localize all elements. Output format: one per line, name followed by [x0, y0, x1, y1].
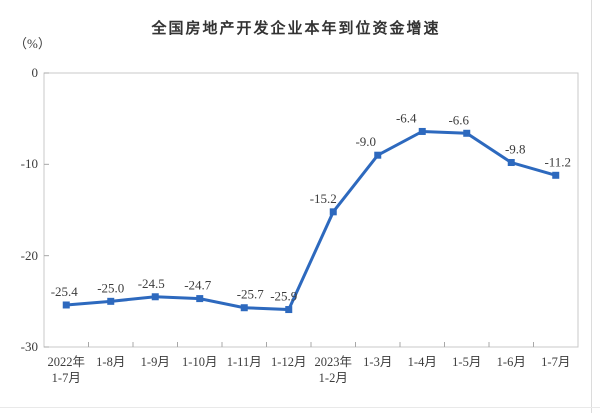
data-label: -24.5: [138, 276, 165, 291]
data-point-marker: [418, 127, 426, 135]
data-label: -9.0: [355, 134, 376, 149]
x-axis-label: 1-12月: [271, 355, 307, 369]
data-point-marker: [240, 304, 248, 312]
chart-title: 全国房地产开发企业本年到位资金增速: [151, 20, 441, 37]
data-point-marker: [107, 297, 115, 305]
data-point-marker: [374, 151, 382, 159]
data-label: -15.2: [310, 191, 337, 206]
data-label: -9.8: [505, 142, 526, 157]
x-axis-label: 1-6月: [496, 355, 526, 369]
plot-area-border: [43, 72, 579, 348]
data-label: -6.4: [396, 110, 417, 125]
y-axis-tick-label: -10: [20, 156, 38, 172]
x-axis-label: 1-4月: [407, 355, 437, 369]
data-point-marker: [552, 171, 560, 179]
data-label: -25.4: [51, 284, 79, 299]
data-label: -25.0: [97, 280, 124, 295]
data-label: -25.7: [237, 287, 265, 302]
x-axis-label: 1-11月: [226, 355, 262, 369]
page-edge-right-divider: [591, 0, 592, 413]
series-line: [66, 129, 557, 312]
y-axis-tick-label: -20: [20, 247, 38, 263]
x-axis-label: 1-10月: [182, 355, 218, 369]
data-label: -11.2: [544, 154, 571, 169]
x-axis-label: 1-7月: [541, 355, 571, 369]
data-label: -6.6: [448, 112, 469, 127]
y-axis-unit-label: （%）: [14, 36, 51, 51]
data-point-marker: [62, 301, 70, 309]
x-axis-label: 2022年 1-7月: [47, 355, 85, 385]
data-point-marker: [285, 306, 293, 314]
x-axis-label: 1-9月: [140, 355, 170, 369]
data-label: -24.7: [184, 278, 212, 293]
y-axis-tick-label: -30: [20, 339, 38, 354]
x-axis-label: 1-3月: [363, 355, 393, 369]
data-point-marker: [507, 159, 515, 167]
data-label: -25.9: [270, 289, 297, 304]
data-point-marker: [196, 295, 204, 303]
data-point-marker: [463, 129, 471, 137]
x-axis-label: 1-5月: [452, 355, 482, 369]
data-point-marker: [151, 293, 159, 301]
data-point-marker: [329, 208, 337, 216]
page-edge-bottom-divider: [0, 407, 600, 408]
x-axis-label: 1-8月: [96, 355, 126, 369]
y-axis-tick-label: 0: [31, 65, 39, 80]
x-axis-label: 2023年 1-2月: [314, 355, 352, 385]
